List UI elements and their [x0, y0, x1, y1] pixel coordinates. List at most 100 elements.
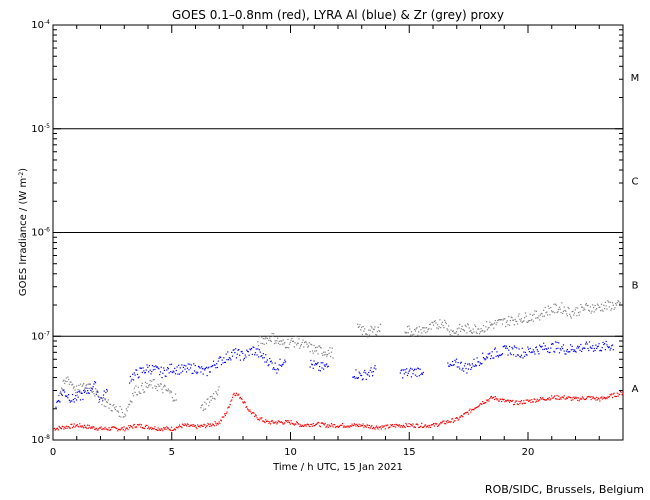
- data-point: [106, 390, 109, 392]
- data-point: [155, 429, 157, 431]
- data-point: [62, 426, 64, 428]
- data-point: [160, 428, 162, 430]
- data-point: [125, 415, 127, 417]
- data-point: [592, 396, 595, 398]
- data-point: [106, 428, 108, 430]
- data-point: [494, 347, 496, 349]
- data-point: [478, 333, 481, 335]
- data-point: [562, 347, 564, 350]
- data-point: [283, 343, 285, 345]
- data-point: [284, 422, 286, 424]
- data-point: [75, 424, 78, 426]
- data-point: [493, 348, 496, 350]
- data-point: [537, 350, 539, 352]
- data-point: [398, 424, 401, 426]
- data-point: [330, 422, 333, 425]
- data-point: [378, 426, 380, 428]
- data-point: [539, 344, 541, 346]
- data-point: [318, 422, 320, 424]
- data-point: [130, 380, 132, 382]
- data-point: [497, 319, 500, 321]
- data-point: [102, 428, 104, 430]
- data-point: [497, 356, 500, 358]
- data-point: [569, 344, 572, 346]
- data-point: [207, 422, 209, 425]
- data-point: [470, 329, 472, 332]
- data-point: [193, 370, 196, 372]
- data-point: [361, 379, 363, 381]
- data-point: [354, 377, 356, 379]
- data-point: [231, 399, 233, 401]
- data-point: [205, 408, 207, 410]
- data-point: [56, 401, 58, 403]
- data-point: [611, 307, 613, 310]
- data-point: [75, 391, 77, 394]
- data-point: [173, 371, 175, 373]
- data-point: [615, 302, 617, 305]
- data-point: [281, 343, 283, 345]
- data-point: [219, 422, 221, 425]
- data-point: [274, 340, 276, 342]
- data-point: [582, 397, 584, 399]
- data-point: [583, 307, 585, 309]
- data-point: [239, 397, 241, 399]
- data-point: [359, 372, 361, 375]
- data-point: [167, 388, 169, 390]
- data-point: [130, 426, 132, 428]
- data-point: [277, 342, 280, 344]
- data-point: [94, 428, 96, 430]
- data-point: [126, 427, 128, 429]
- data-point: [310, 423, 312, 426]
- data-point: [554, 395, 556, 397]
- data-point: [149, 379, 151, 382]
- data-point: [493, 357, 495, 359]
- data-point: [483, 331, 485, 333]
- data-point: [234, 394, 236, 396]
- data-point: [313, 344, 315, 347]
- data-point: [298, 338, 300, 340]
- data-point: [256, 354, 258, 356]
- data-point: [99, 427, 101, 429]
- data-point: [552, 343, 554, 345]
- data-point: [533, 313, 535, 315]
- data-point: [466, 332, 468, 334]
- data-point: [182, 423, 184, 425]
- data-point: [201, 424, 203, 426]
- data-point: [275, 342, 277, 344]
- data-point: [509, 401, 511, 403]
- data-point: [143, 427, 145, 429]
- data-point: [245, 406, 247, 408]
- data-point: [354, 424, 356, 426]
- data-point: [555, 304, 557, 306]
- data-point: [73, 423, 75, 425]
- data-point: [329, 347, 331, 349]
- data-point: [559, 397, 561, 399]
- data-point: [596, 396, 598, 399]
- x-tick-label: 15: [403, 447, 416, 458]
- data-point: [199, 426, 201, 428]
- data-point: [309, 366, 311, 368]
- data-point: [57, 429, 59, 431]
- data-point: [467, 363, 469, 365]
- data-point: [449, 334, 451, 336]
- data-point: [478, 328, 480, 330]
- data-point: [511, 317, 513, 319]
- data-point: [113, 404, 115, 406]
- data-point: [58, 400, 60, 402]
- data-point: [97, 429, 99, 431]
- data-point: [457, 334, 459, 336]
- y-tick-label: 10-8: [31, 434, 50, 446]
- data-point: [417, 424, 419, 426]
- data-point: [281, 340, 283, 342]
- data-point: [469, 408, 471, 410]
- data-point: [397, 424, 399, 426]
- data-point: [269, 361, 272, 363]
- data-point: [423, 425, 425, 428]
- y-axis-label-close: ): [18, 168, 29, 172]
- data-point: [113, 426, 116, 428]
- data-point: [491, 324, 493, 326]
- data-point: [87, 424, 89, 426]
- data-point: [558, 342, 560, 344]
- data-point: [364, 425, 367, 427]
